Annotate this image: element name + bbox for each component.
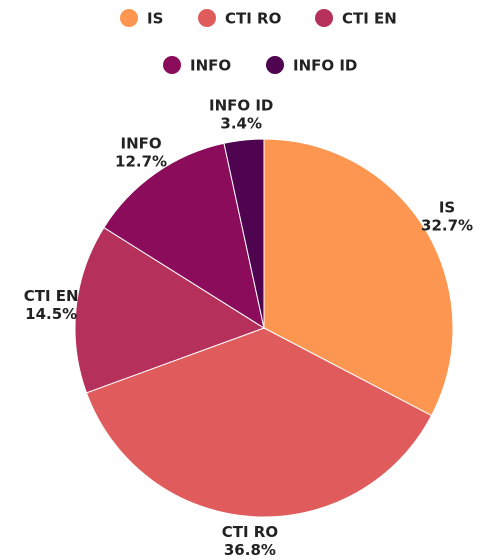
slice-label-name: IS [439,199,455,217]
legend-label: CTI RO [225,10,281,28]
slice-label-value: 14.5% [25,305,77,323]
legend-swatch [163,56,181,74]
legend-label: CTI EN [342,10,397,28]
slice-label-name: INFO ID [209,97,273,115]
legend-label: INFO [190,57,231,75]
legend-label: IS [147,10,163,28]
slice-label-name: INFO [120,134,161,152]
pie-slice [85,327,433,518]
legend-label: INFO ID [293,57,357,75]
legend-swatch [315,9,333,27]
slice-label-value: 36.8% [224,541,276,556]
slice-label-name: CTI RO [222,523,278,541]
pie-slice [263,138,454,417]
slice-label-value: 12.7% [115,152,167,170]
pie-slice [74,226,266,394]
pie-slice [223,138,265,329]
slice-label-name: CTI EN [24,287,79,305]
slice-label-value: 32.7% [421,217,473,235]
legend-swatch [120,9,138,27]
legend-swatch [198,9,216,27]
legend-swatch [266,56,284,74]
pie-slice [103,142,265,330]
slice-label-value: 3.4% [220,115,262,133]
